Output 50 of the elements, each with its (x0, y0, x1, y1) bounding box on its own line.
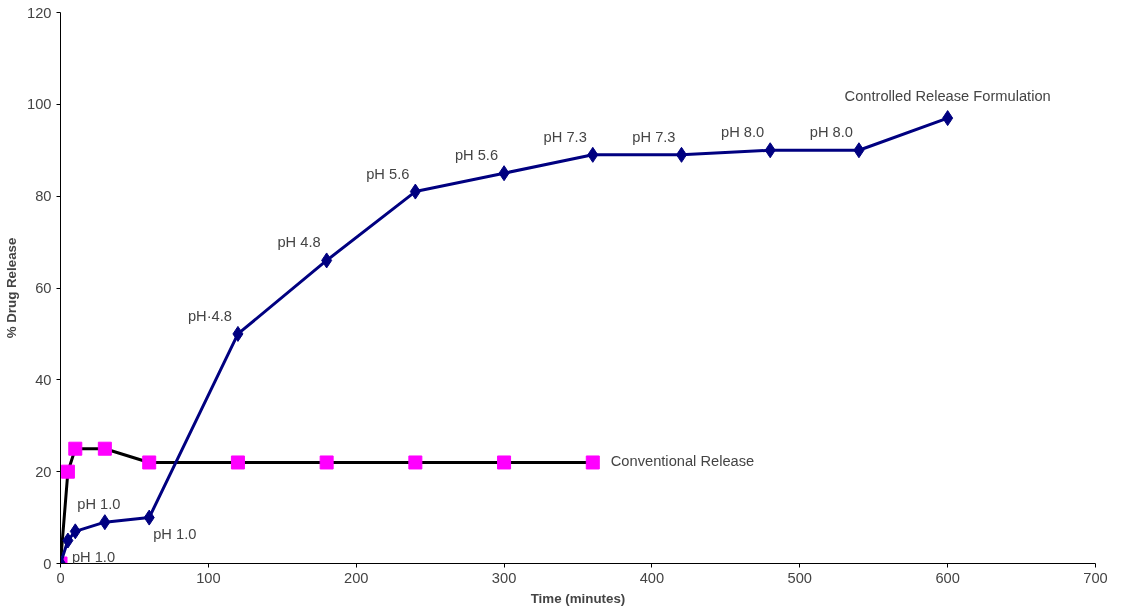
annotation: pH·4.8 (187, 307, 232, 324)
y-tick-label: 20 (35, 463, 52, 480)
y-tick-label: 100 (27, 96, 52, 113)
annotation: pH 4.8 (277, 234, 321, 251)
y-axis-title: % Drug Release (4, 237, 20, 339)
annotation: pH 8.0 (809, 124, 853, 141)
point (321, 252, 333, 269)
annotation: pH 8.0 (721, 124, 765, 141)
x-axis-title: Time (minutes) (530, 590, 626, 606)
y-tick-label: 60 (35, 280, 52, 296)
x-tick-label: 200 (343, 569, 369, 586)
point (585, 455, 600, 470)
annotation: pH 7.3 (543, 128, 587, 145)
x-tick-label: 500 (787, 569, 813, 586)
annotation: pH 7.3 (632, 128, 676, 145)
y-tick-label: 120 (27, 4, 52, 21)
point (408, 455, 423, 470)
point (587, 146, 599, 163)
point (143, 509, 155, 526)
series-label: Conventional Release (610, 453, 755, 470)
series-label: Controlled Release Formulation (844, 88, 1051, 105)
y-tick-label: 40 (35, 371, 52, 388)
annotation: pH 1.0 (153, 525, 197, 542)
x-tick-label: 100 (196, 569, 221, 586)
x-tick-label: 600 (935, 569, 960, 586)
point (409, 183, 421, 200)
point (942, 110, 954, 127)
point (60, 464, 75, 479)
y-tick-label: 80 (35, 188, 52, 205)
point (764, 142, 776, 159)
point (99, 514, 111, 531)
x-tick-label: 0 (56, 569, 65, 586)
point (319, 455, 334, 470)
x-tick-label: 700 (1083, 569, 1108, 586)
point (68, 441, 83, 456)
annotation: pH 5.6 (454, 147, 499, 164)
x-tick-label: 300 (491, 569, 517, 586)
point (97, 441, 112, 456)
point (142, 455, 157, 470)
point (497, 455, 512, 470)
point (498, 165, 510, 182)
point (69, 523, 81, 540)
annotation: pH 5.6 (366, 165, 410, 182)
point (230, 455, 245, 470)
point (62, 532, 74, 549)
point (853, 142, 865, 159)
y-tick-label: 0 (43, 555, 52, 572)
point (232, 325, 244, 342)
x-tick-label: 400 (639, 569, 665, 586)
annotation: pH 1.0 (77, 496, 121, 513)
